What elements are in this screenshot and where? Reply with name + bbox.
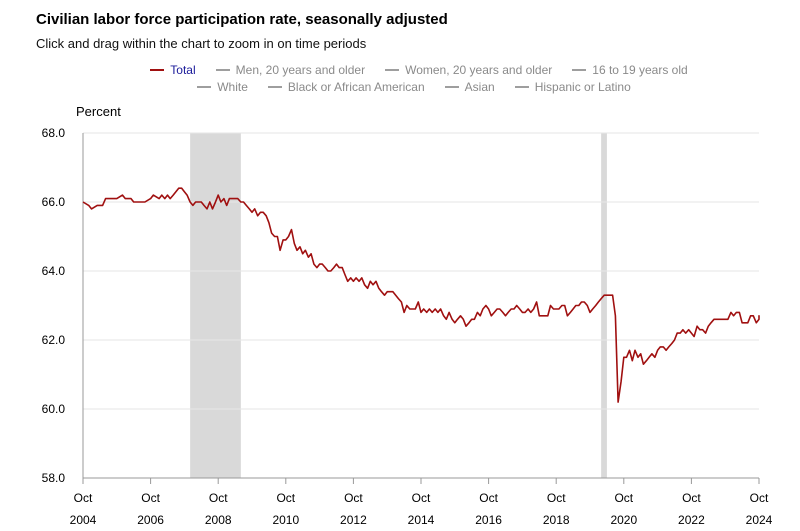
x-tick-label-month: Oct xyxy=(276,491,295,505)
legend-item-white[interactable]: White xyxy=(197,80,248,94)
x-tick-label-month: Oct xyxy=(682,491,701,505)
chart-subtitle: Click and drag within the chart to zoom … xyxy=(36,36,367,51)
x-tick-label-year: 2012 xyxy=(340,513,367,527)
x-tick-label-month: Oct xyxy=(74,491,93,505)
x-tick-label-month: Oct xyxy=(479,491,498,505)
legend-label: Total xyxy=(170,62,196,77)
legend-item-women-20-and-older[interactable]: Women, 20 years and older xyxy=(385,63,552,77)
series-line-total xyxy=(82,187,760,403)
y-tick-label: 58.0 xyxy=(42,471,66,485)
x-tick-label-year: 2024 xyxy=(746,513,773,527)
x-tick-label-year: 2020 xyxy=(610,513,637,527)
legend-item-hispanic-or-latino[interactable]: Hispanic or Latino xyxy=(514,79,631,94)
legend-item-16-to-19[interactable]: 16 to 19 years old xyxy=(572,62,688,77)
legend-label: Asian xyxy=(464,79,495,94)
legend-swatch-icon xyxy=(444,85,459,88)
legend-swatch-icon xyxy=(514,85,529,88)
x-tick-label-year: 2008 xyxy=(205,513,232,527)
y-axis-label: Percent xyxy=(76,104,121,119)
legend-swatch-icon xyxy=(267,85,282,88)
x-tick-label-month: Oct xyxy=(614,491,633,505)
legend: Total Men, 20 years and older Women, 20 … xyxy=(0,61,800,95)
x-tick-label-month: Oct xyxy=(209,491,228,505)
legend-label: 16 to 19 years old xyxy=(592,62,688,77)
legend-label: Hispanic or Latino xyxy=(534,79,631,94)
recession-band xyxy=(190,133,241,478)
legend-swatch-icon xyxy=(197,85,212,88)
x-tick-label-year: 2010 xyxy=(272,513,299,527)
x-tick-label-year: 2018 xyxy=(543,513,570,527)
legend-item-black-or-african-american[interactable]: Black or African American xyxy=(267,79,425,94)
legend-swatch-icon xyxy=(572,68,587,71)
recession-band xyxy=(601,133,607,478)
x-tick-label-month: Oct xyxy=(141,491,160,505)
legend-swatch-icon xyxy=(150,68,165,71)
legend-row-2: White Black or African American Asian Hi… xyxy=(28,78,800,95)
legend-row-1: Total Men, 20 years and older Women, 20 … xyxy=(38,61,800,78)
legend-item-asian[interactable]: Asian xyxy=(444,79,495,94)
legend-swatch-icon xyxy=(385,68,400,71)
x-tick-label-month: Oct xyxy=(750,491,769,505)
chart-title: Civilian labor force participation rate,… xyxy=(36,11,448,28)
x-tick-label-month: Oct xyxy=(412,491,431,505)
x-tick-label-year: 2014 xyxy=(408,513,435,527)
legend-label: Men, 20 years and older xyxy=(235,62,366,77)
x-tick-label-month: Oct xyxy=(547,491,566,505)
legend-label: Women, 20 years and older xyxy=(405,62,553,77)
y-tick-label: 66.0 xyxy=(42,195,66,209)
x-tick-label-year: 2004 xyxy=(70,513,97,527)
x-tick-label-year: 2016 xyxy=(475,513,502,527)
legend-label: White xyxy=(217,79,248,94)
legend-item-total[interactable]: Total xyxy=(150,62,196,77)
legend-item-men-20-and-older[interactable]: Men, 20 years and older xyxy=(215,62,366,77)
y-tick-label: 68.0 xyxy=(42,126,66,140)
x-tick-label-year: 2006 xyxy=(137,513,164,527)
legend-swatch-icon xyxy=(215,68,230,71)
x-tick-label-month: Oct xyxy=(344,491,363,505)
y-tick-label: 64.0 xyxy=(42,264,66,278)
y-tick-label: 60.0 xyxy=(42,402,66,416)
y-tick-label: 62.0 xyxy=(42,333,66,347)
x-tick-label-year: 2022 xyxy=(678,513,705,527)
legend-label: Black or African American xyxy=(287,79,425,94)
